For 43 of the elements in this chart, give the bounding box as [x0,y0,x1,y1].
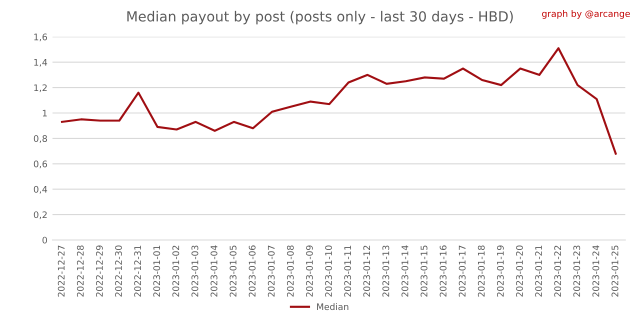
x-tick-label: 2023-01-09 [306,245,313,297]
y-tick-label: 0,6 [34,160,48,168]
x-tick-label: 2023-01-17 [458,246,466,297]
x-tick-label: 2023-01-07 [268,246,275,297]
x-tick-label: 2022-12-28 [76,245,84,297]
x-tick-label: 2023-01-18 [478,245,485,297]
x-tick-label: 2022-12-31 [134,246,142,297]
x-tick-label: 2023-01-20 [516,245,523,297]
y-tick-label: 1,6 [34,34,48,42]
x-tick-label: 2023-01-03 [191,246,198,297]
x-tick-label: 2022-12-27 [58,246,65,297]
x-tick-label: 2023-01-10 [325,245,332,297]
y-tick-label: 1,4 [34,59,48,67]
x-tick-label: 2023-01-08 [286,245,294,297]
x-tick-label: 2023-01-16 [440,245,447,297]
y-tick-label: 1,2 [34,84,47,92]
x-tick-label: 2023-01-06 [248,245,256,297]
x-tick-label: 2023-01-19 [496,245,504,297]
y-tick-label: 0,4 [34,186,48,194]
x-tick-label: 2023-01-23 [573,246,580,297]
chart-title: Median payout by post (posts only - last 30 days - HBD) [127,10,513,24]
x-tick-label: 2023-01-12 [363,246,370,297]
x-tick-label: 2023-01-14 [401,245,408,297]
x-tick-label: 2023-01-11 [344,246,352,297]
y-tick-label: 0,2 [34,211,47,220]
x-tick-label: 2023-01-05 [230,246,236,297]
x-tick-label: 2023-01-15 [420,246,428,297]
x-tick-label: 2023-01-25 [612,246,618,297]
x-tick-label: 2022-12-30 [115,245,122,297]
x-tick-label: 2023-01-13 [382,246,390,297]
y-tick-label: 1 [42,110,47,116]
x-tick-label: 2023-01-02 [172,246,180,297]
x-tick-label: 2023-01-24 [592,245,600,297]
text: graph by @arcange [542,10,630,19]
x-tick-label: 2022-12-29 [96,245,103,297]
y-tick-label: 0 [42,236,48,244]
y-tick-label: 0,8 [34,135,47,143]
x-tick-label: 2023-01-21 [535,246,542,297]
legend-label: Median [317,303,348,310]
line-series [60,47,617,155]
x-tick-label: 2023-01-22 [554,246,562,297]
x-tick-label: 2023-01-04 [210,245,218,297]
x-tick-label: 2023-01-01 [153,246,160,297]
